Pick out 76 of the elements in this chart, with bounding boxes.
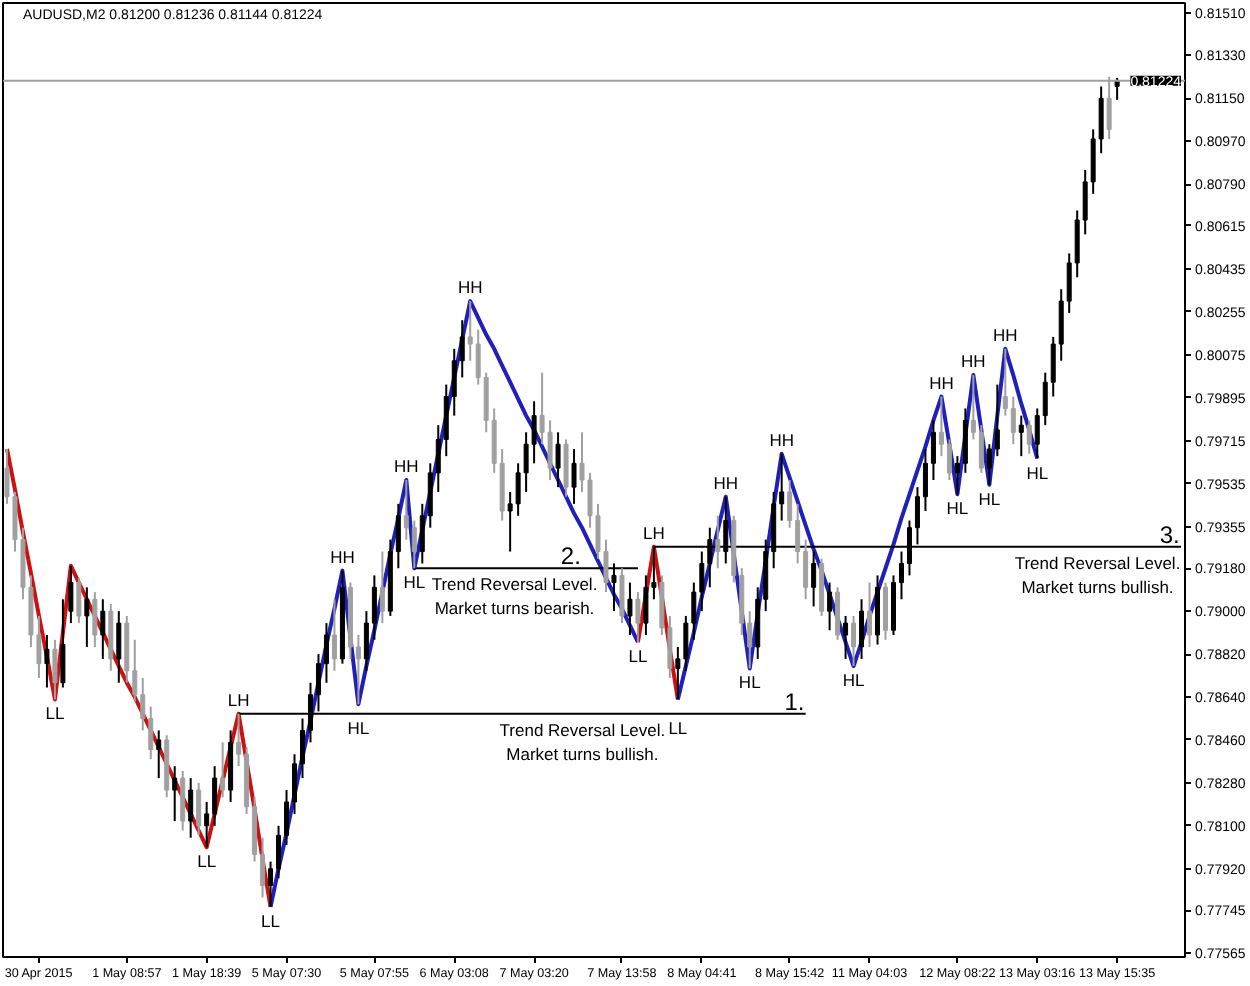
candlestick <box>68 564 74 625</box>
annotation: 1. <box>784 687 805 716</box>
candlestick <box>52 638 58 701</box>
candlestick <box>835 586 841 641</box>
annotation: HL <box>978 488 1001 509</box>
candlestick <box>379 550 385 625</box>
candlestick <box>875 574 881 646</box>
candlestick <box>100 598 106 660</box>
candlestick <box>946 438 952 481</box>
annotation: 2. <box>560 542 581 571</box>
annotation: LL <box>261 910 281 931</box>
annotation: HL <box>946 498 969 519</box>
candlestick <box>547 419 553 481</box>
annotation: HH <box>961 351 986 372</box>
annotation: HH <box>713 472 739 493</box>
candlestick <box>571 447 577 505</box>
candlestick <box>220 741 226 799</box>
annotation: Trend Reversal Level. Market turns bullish. <box>1014 552 1181 597</box>
annotation: LL <box>45 703 65 724</box>
candlestick <box>555 431 561 489</box>
candlestick <box>180 769 186 832</box>
annotation: 3. <box>1159 520 1180 549</box>
annotation: Trend Reversal Level. Market turns bearish. <box>431 574 598 619</box>
candlestick <box>1010 395 1016 446</box>
candlestick <box>60 598 66 689</box>
candlestick <box>212 765 218 827</box>
candlestick <box>172 765 178 823</box>
annotation: HL <box>842 670 865 691</box>
candlestick <box>1026 419 1032 455</box>
candlestick <box>108 603 114 672</box>
annotation: LL <box>197 851 217 872</box>
candlestick <box>411 519 417 570</box>
candlestick <box>1114 76 1120 101</box>
candlestick <box>635 591 641 644</box>
candlestick <box>811 550 817 608</box>
annotation: HH <box>394 456 419 477</box>
candlestick <box>156 729 162 780</box>
candlestick <box>196 781 202 837</box>
annotation: LH <box>643 522 665 543</box>
candlestick <box>962 407 968 474</box>
candlestick <box>819 557 825 617</box>
candlestick <box>827 581 833 632</box>
candlestick <box>331 598 337 672</box>
candlestick <box>1018 414 1024 458</box>
annotation: HL <box>403 572 426 593</box>
annotation: Trend Reversal Level. Market turns bullish. <box>499 719 666 764</box>
annotation: LH <box>227 689 250 710</box>
annotation: LL <box>668 717 688 738</box>
annotation: HL <box>347 717 370 738</box>
annotation: HH <box>330 546 355 567</box>
candlestick <box>563 438 569 498</box>
candlestick <box>44 634 50 689</box>
candlestick <box>116 610 122 684</box>
candlestick <box>978 424 984 474</box>
candlestick <box>531 400 537 465</box>
candlestick <box>228 729 234 803</box>
candlestick <box>643 574 649 637</box>
annotation: HH <box>993 324 1018 345</box>
candlestick <box>627 581 633 637</box>
annotation: HH <box>929 372 954 393</box>
candlestick <box>851 614 857 668</box>
candlestick <box>188 777 194 839</box>
candlestick <box>715 514 721 570</box>
annotation: HH <box>769 429 794 450</box>
candlestick <box>859 598 865 660</box>
candlestick <box>843 614 849 660</box>
annotation: HH <box>457 277 483 298</box>
annotation: LL <box>628 646 648 667</box>
candlestick <box>92 591 98 648</box>
candlestick <box>883 581 888 641</box>
annotation: HL <box>738 672 762 693</box>
candlestick <box>619 567 625 625</box>
candlestick <box>867 581 873 648</box>
annotation: HL <box>1026 462 1049 483</box>
candlestick <box>84 586 90 648</box>
candlestick <box>76 576 82 625</box>
